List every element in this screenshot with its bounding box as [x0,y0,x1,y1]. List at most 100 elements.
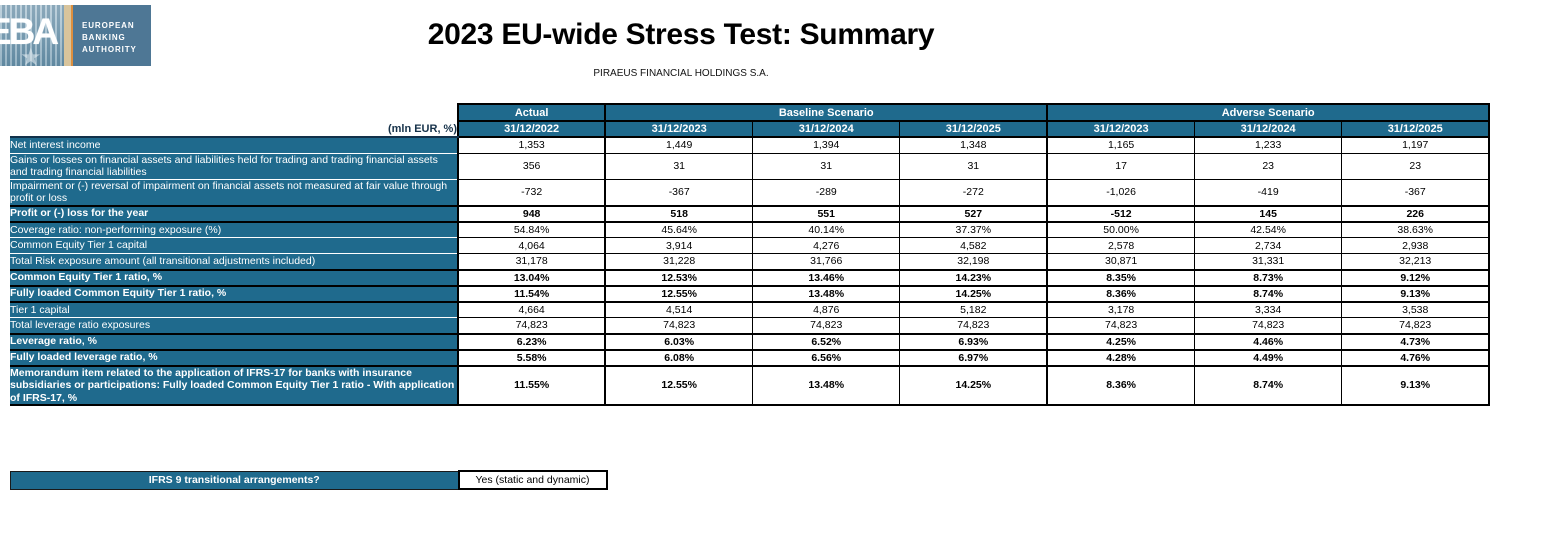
table-row: Tier 1 capital 4,664 4,514 4,876 5,182 3,178 3… [10,301,1491,318]
value-cell: 31,766 [752,253,901,270]
value-cell: -732 [456,178,606,206]
value-cell: 74,823 [1341,317,1491,334]
table-row: Fully loaded leverage ratio, % 5.58% 6.08%… [10,348,1491,367]
value-cell: 8.36% [1046,284,1196,303]
value-cell: 50.00% [1046,221,1196,238]
value-cell: 11.54% [456,284,606,303]
page-title: 2023 EU-wide Stress Test: Summary [427,18,935,51]
value-cell: 14.23% [899,268,1048,287]
value-cell: 74,823 [1046,317,1196,334]
table-row: Total Risk exposure amount (all transiti… [10,253,1491,270]
value-cell: -512 [1046,204,1196,223]
value-cell: 54.84% [456,221,606,238]
value-cell: 14.25% [899,284,1048,303]
table-row: Gains or losses on financial assets and … [10,152,1491,180]
value-cell: -367 [604,178,754,206]
star-icon: ★ [20,44,42,66]
value-cell: 4,276 [752,237,901,254]
value-cell: 356 [456,152,606,180]
value-cell: 74,823 [899,317,1048,334]
value-cell: 3,538 [1341,301,1491,318]
value-cell: 8.74% [1194,364,1343,406]
value-cell: 13.48% [752,284,901,303]
ifrs9-row: IFRS 9 transitional arrangements? Yes (s… [10,470,608,490]
value-cell: 527 [899,204,1048,223]
date-header: 31/12/2025 [899,120,1048,138]
value-cell: 2,938 [1341,237,1491,254]
row-label: Net interest income [10,137,458,154]
value-cell: 226 [1341,204,1491,223]
value-cell: 74,823 [752,317,901,334]
value-cell: 13.46% [752,268,901,287]
value-cell: 74,823 [456,317,606,334]
value-cell: 13.48% [752,364,901,406]
value-cell: 12.55% [604,284,754,303]
value-cell: 6.56% [752,348,901,367]
eba-logo-stripe [64,5,73,66]
value-cell: 4.73% [1341,332,1491,351]
value-cell: 4.25% [1046,332,1196,351]
value-cell: 1,348 [899,136,1048,154]
logo-word-authority: AUTHORITY [82,45,137,54]
value-cell: 6.52% [752,332,901,351]
value-cell: 13.04% [456,268,606,287]
row-label: Impairment or (-) reversal of impairment… [10,179,458,206]
table-row: Fully loaded Common Equity Tier 1 ratio,… [10,284,1491,303]
column-group-adverse: Adverse Scenario [1046,103,1491,122]
date-header: 31/12/2024 [752,120,901,138]
table-row: Leverage ratio, % 6.23% 6.03% 6.52% 6.93% 4.2… [10,332,1491,351]
table-row: Profit or (-) loss for the year 948 518 551… [10,204,1491,223]
row-label: Tier 1 capital [10,301,458,318]
value-cell: 6.08% [604,348,754,367]
value-cell: 6.03% [604,332,754,351]
value-cell: 17 [1046,152,1196,180]
value-cell: -272 [899,178,1048,206]
row-label: Gains or losses on financial assets and … [10,153,458,180]
value-cell: 2,578 [1046,237,1196,254]
table-row: Coverage ratio: non-performing exposure … [10,221,1491,238]
value-cell: 2,734 [1194,237,1343,254]
value-cell: 4.46% [1194,332,1343,351]
value-cell: 38.63% [1341,221,1491,238]
value-cell: 45.64% [604,221,754,238]
ifrs9-answer: Yes (static and dynamic) [457,470,608,490]
value-cell: 145 [1194,204,1343,223]
value-cell: -289 [752,178,901,206]
value-cell: 6.23% [456,332,606,351]
value-cell: 9.12% [1341,268,1491,287]
row-label: Common Equity Tier 1 capital [10,237,458,254]
value-cell: 5,182 [899,301,1048,318]
row-label: Fully loaded leverage ratio, % [10,348,458,367]
value-cell: 31 [752,152,901,180]
value-cell: 5.58% [456,348,606,367]
eba-logo: EBA ★ EUROPEAN BANKING AUTHORITY [0,5,151,66]
value-cell: 32,213 [1341,253,1491,270]
date-header: 31/12/2022 [456,120,606,138]
table-row: Total leverage ratio exposures 74,823 74,8… [10,317,1491,334]
table-row: Common Equity Tier 1 capital 4,064 3,914 4,… [10,237,1491,254]
value-cell: 1,449 [604,136,754,154]
value-cell: 4.49% [1194,348,1343,367]
value-cell: 31,178 [456,253,606,270]
column-group-actual: Actual [456,103,607,122]
value-cell: 3,178 [1046,301,1196,318]
value-cell: 74,823 [1194,317,1343,334]
value-cell: 14.25% [899,364,1048,406]
value-cell: 23 [1194,152,1343,180]
value-cell: 1,233 [1194,136,1343,154]
value-cell: 8.73% [1194,268,1343,287]
value-cell: 8.35% [1046,268,1196,287]
value-cell: 6.97% [899,348,1048,367]
date-header: 31/12/2025 [1341,120,1491,138]
value-cell: 37.37% [899,221,1048,238]
date-header: 31/12/2023 [604,120,754,138]
eba-logo-wordmark: EUROPEAN BANKING AUTHORITY [73,5,151,66]
row-label: Leverage ratio, % [10,332,458,351]
value-cell: 30,871 [1046,253,1196,270]
ifrs9-question: IFRS 9 transitional arrangements? [10,470,459,490]
column-group-baseline: Baseline Scenario [604,103,1049,122]
value-cell: 4,664 [456,301,606,318]
value-cell: 948 [456,204,606,223]
value-cell: 4.76% [1341,348,1491,367]
value-cell: 3,914 [604,237,754,254]
